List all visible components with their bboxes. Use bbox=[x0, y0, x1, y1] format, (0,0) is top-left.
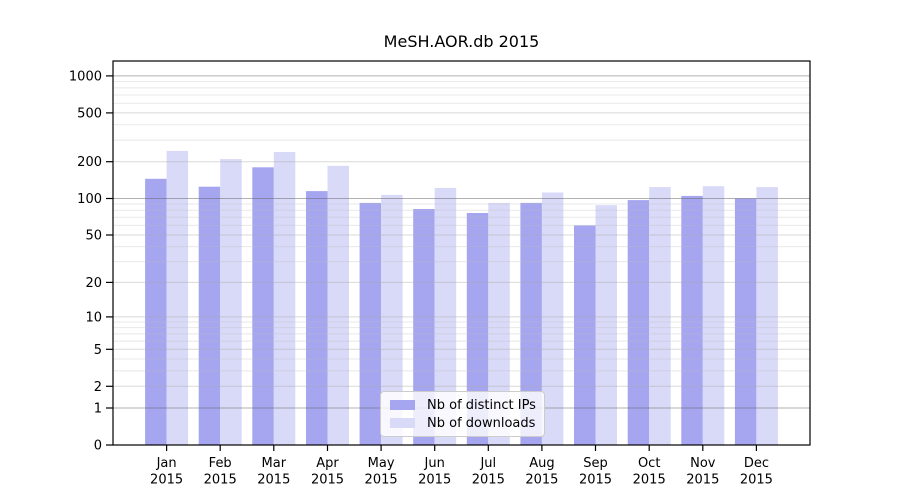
x-tick-label-year: 2015 bbox=[418, 473, 451, 488]
bar-downloads-dec bbox=[756, 187, 778, 445]
x-tick-label-year: 2015 bbox=[311, 473, 344, 488]
chart-title: MeSH.AOR.db 2015 bbox=[383, 32, 540, 51]
bar-downloads-jan bbox=[166, 150, 189, 445]
bar-downloads-sep bbox=[595, 205, 617, 445]
y-tick-label: 100 bbox=[77, 192, 102, 207]
x-tick-label-month: Jun bbox=[424, 456, 445, 471]
bar-distinct-ips-dec bbox=[734, 198, 757, 445]
x-tick-label-month: Sep bbox=[583, 456, 608, 471]
y-tick-label: 50 bbox=[85, 229, 102, 244]
legend-item-distinct-ips: Nb of distinct IPs bbox=[390, 397, 536, 413]
bar-downloads-may bbox=[381, 194, 403, 445]
x-tick-label-month: May bbox=[368, 456, 395, 471]
x-tick-label-month: Dec bbox=[744, 456, 769, 471]
legend-swatch-distinct-ips bbox=[390, 400, 415, 410]
y-tick-label: 5 bbox=[94, 343, 102, 358]
x-tick-label-month: Jan bbox=[156, 456, 177, 471]
x-tick-label-year: 2015 bbox=[686, 473, 719, 488]
bar-distinct-ips-nov bbox=[681, 195, 703, 445]
y-tick-label: 0 bbox=[94, 439, 102, 454]
y-tick-label: 10 bbox=[85, 310, 102, 325]
bar-downloads-nov bbox=[702, 186, 725, 445]
bar-distinct-ips-feb bbox=[198, 186, 221, 445]
bar-distinct-ips-oct bbox=[627, 200, 650, 445]
bar-distinct-ips-jan bbox=[145, 178, 167, 446]
bar-distinct-ips-may bbox=[359, 202, 382, 445]
x-tick-label-month: Jul bbox=[479, 456, 496, 471]
x-tick-label-month: Feb bbox=[209, 456, 232, 471]
bar-distinct-ips-jun bbox=[413, 209, 435, 445]
bar-downloads-jun bbox=[434, 187, 457, 445]
legend-label-downloads: Nb of downloads bbox=[427, 415, 536, 431]
bar-downloads-oct bbox=[649, 187, 671, 445]
y-tick-label: 200 bbox=[77, 155, 102, 170]
x-tick-label-year: 2015 bbox=[525, 473, 558, 488]
y-tick-label: 500 bbox=[77, 106, 102, 121]
x-tick-label-month: Oct bbox=[638, 456, 660, 471]
x-tick-label-year: 2015 bbox=[740, 473, 773, 488]
x-tick-label-month: Nov bbox=[690, 456, 716, 471]
bar-downloads-aug bbox=[541, 192, 564, 445]
bar-distinct-ips-jul bbox=[466, 213, 489, 445]
bar-downloads-apr bbox=[327, 165, 349, 446]
bar-downloads-mar bbox=[273, 152, 296, 445]
bar-distinct-ips-sep bbox=[574, 225, 596, 445]
bar-downloads-feb bbox=[220, 159, 242, 445]
bar-distinct-ips-mar bbox=[252, 167, 274, 446]
bar-downloads-jul bbox=[488, 202, 510, 445]
x-tick-label-year: 2015 bbox=[257, 473, 290, 488]
bar-distinct-ips-aug bbox=[520, 202, 542, 445]
legend: Nb of distinct IPs Nb of downloads bbox=[380, 391, 545, 437]
bar-distinct-ips-apr bbox=[306, 191, 328, 445]
x-tick-label-year: 2015 bbox=[204, 473, 237, 488]
x-tick-label-month: Aug bbox=[529, 456, 554, 471]
x-tick-label-year: 2015 bbox=[579, 473, 612, 488]
x-tick-label-year: 2015 bbox=[365, 473, 398, 488]
x-tick-label-year: 2015 bbox=[633, 473, 666, 488]
legend-label-distinct-ips: Nb of distinct IPs bbox=[427, 397, 536, 413]
legend-swatch-downloads bbox=[390, 418, 415, 428]
y-tick-label: 1 bbox=[94, 402, 102, 417]
x-tick-label-month: Mar bbox=[262, 456, 287, 471]
y-tick-label: 2 bbox=[94, 380, 102, 395]
y-tick-label: 20 bbox=[85, 276, 102, 291]
x-tick-label-year: 2015 bbox=[150, 473, 183, 488]
x-tick-label-year: 2015 bbox=[472, 473, 505, 488]
y-tick-label: 1000 bbox=[69, 69, 102, 84]
x-tick-label-month: Apr bbox=[316, 456, 339, 471]
legend-item-downloads: Nb of downloads bbox=[390, 415, 536, 431]
plot-border bbox=[112, 60, 811, 446]
